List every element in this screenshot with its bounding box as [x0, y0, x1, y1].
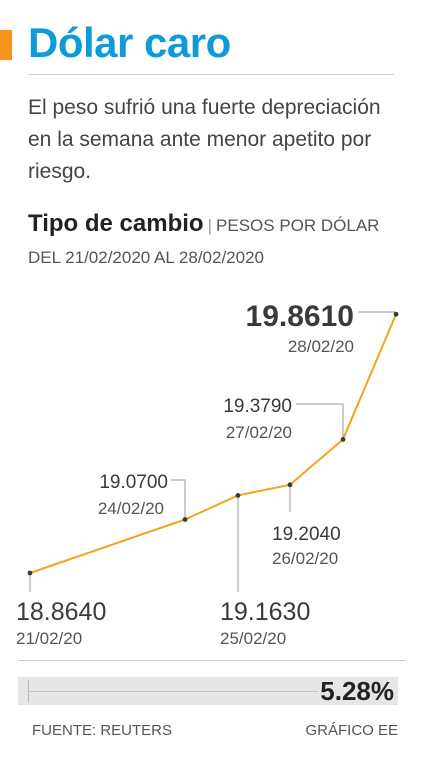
data-label-value: 19.3790 [223, 396, 292, 417]
divider [28, 74, 394, 75]
title-separator: | [207, 216, 213, 235]
chart-header: Tipo de cambio | PESOS POR DÓLAR DEL 21/02… [28, 208, 398, 274]
subtitle: El peso sufrió una fuerte depreciación e… [28, 96, 381, 183]
data-point [235, 493, 241, 498]
page-title: Dólar caro [28, 19, 231, 66]
data-label-date: 25/02/20 [220, 629, 286, 648]
data-label-value: 18.8640 [16, 598, 106, 626]
data-point [182, 517, 188, 522]
change-bar: 5.28% [18, 676, 398, 706]
data-label-date: 28/02/20 [288, 337, 354, 356]
data-label-date: 27/02/20 [226, 423, 292, 442]
source-text: FUENTE: REUTERS [32, 722, 173, 739]
data-label-value: 19.1630 [220, 598, 310, 626]
series-line [29, 313, 397, 574]
change-bar-line [28, 691, 318, 692]
divider-bottom [18, 660, 406, 661]
chart-units: PESOS POR DÓLAR DEL 21/02/2020 AL 28/02/… [28, 216, 380, 267]
data-label-value: 19.0700 [99, 472, 168, 493]
line-chart: 18.8640 21/02/20 19.0700 24/02/20 19.1630 25/… [16, 300, 399, 648]
data-label-date: 26/02/20 [272, 549, 338, 568]
change-value: 5.28% [320, 676, 394, 706]
leader-lines [29, 311, 396, 592]
data-labels: 18.8640 21/02/20 19.0700 24/02/20 19.1630 25/… [16, 300, 354, 648]
data-label-value: 19.2040 [272, 524, 341, 545]
data-points [27, 311, 399, 576]
data-label-value: 19.8610 [246, 300, 354, 333]
leader-line [171, 479, 186, 520]
chart-title: Tipo de cambio [28, 210, 204, 237]
data-point [27, 570, 33, 576]
data-label-date: 21/02/20 [16, 629, 82, 648]
accent-bar [0, 30, 12, 60]
leader-line [296, 403, 344, 440]
credit-text: GRÁFICO EE [305, 722, 398, 739]
data-point [287, 482, 293, 488]
data-point [393, 311, 399, 317]
data-label-date: 24/02/20 [98, 499, 164, 518]
data-point [340, 437, 346, 442]
